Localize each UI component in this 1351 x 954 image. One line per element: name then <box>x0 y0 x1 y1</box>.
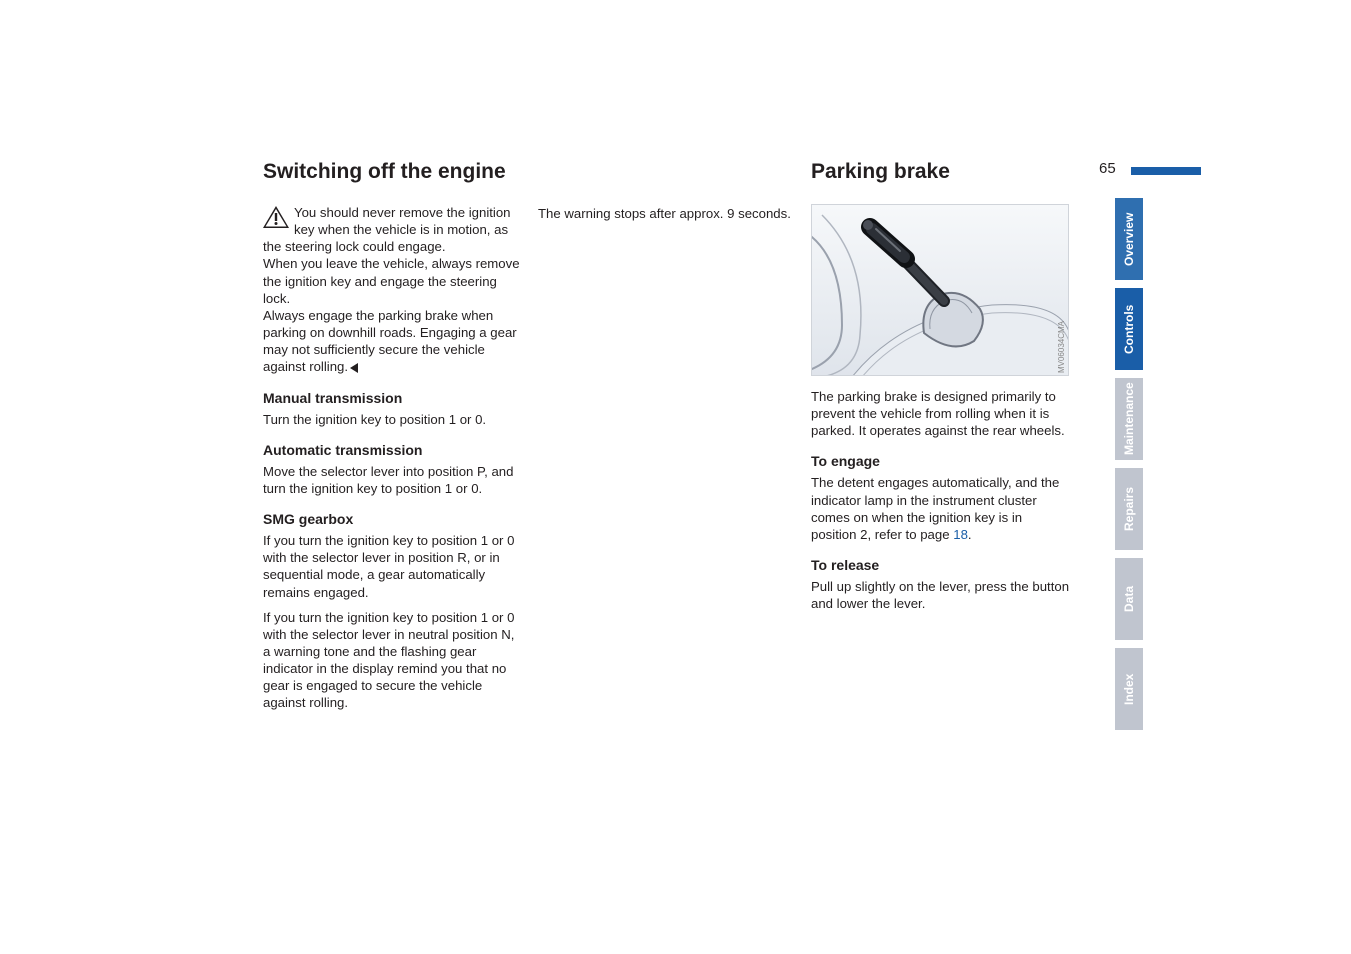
text-to-release: Pull up slightly on the lever, press the… <box>811 578 1071 612</box>
heading-smg-gearbox: SMG gearbox <box>263 511 523 527</box>
text-smg-1: If you turn the ignition key to position… <box>263 532 523 601</box>
warning-paragraph: You should never remove the ignition key… <box>263 204 523 376</box>
end-mark-icon <box>350 363 358 373</box>
engage-post-text: . <box>968 527 972 542</box>
tab-controls[interactable]: Controls <box>1115 288 1143 370</box>
tab-data[interactable]: Data <box>1115 558 1143 640</box>
heading-manual-transmission: Manual transmission <box>263 390 523 406</box>
text-continuation: The warning stops after approx. 9 second… <box>538 205 798 222</box>
side-tab-nav: Overview Controls Maintenance Repairs Da… <box>1115 198 1143 738</box>
parking-brake-illustration: MV06034CMA <box>811 204 1069 376</box>
text-smg-2: If you turn the ignition key to position… <box>263 609 523 712</box>
section-title-switching-off: Switching off the engine <box>263 160 523 184</box>
heading-automatic-transmission: Automatic transmission <box>263 442 523 458</box>
text-manual-transmission: Turn the ignition key to position 1 or 0… <box>263 411 523 428</box>
page-link-18[interactable]: 18 <box>953 527 968 542</box>
page-header-bar <box>1131 167 1201 175</box>
tab-maintenance[interactable]: Maintenance <box>1115 378 1143 460</box>
tab-overview[interactable]: Overview <box>1115 198 1143 280</box>
figure-id-label: MV06034CMA <box>1057 321 1066 373</box>
warning-text: You should never remove the ignition key… <box>263 205 520 374</box>
text-parking-brake-desc: The parking brake is designed primarily … <box>811 388 1071 439</box>
heading-to-release: To release <box>811 557 1071 573</box>
tab-index[interactable]: Index <box>1115 648 1143 730</box>
engage-body-text: The detent engages automatically, and th… <box>811 475 1059 541</box>
section-title-parking-brake: Parking brake <box>811 160 1071 184</box>
tab-repairs[interactable]: Repairs <box>1115 468 1143 550</box>
text-automatic-transmission: Move the selector lever into position P,… <box>263 463 523 497</box>
warning-icon <box>263 206 289 228</box>
page-number: 65 <box>1099 160 1116 177</box>
text-to-engage: The detent engages automatically, and th… <box>811 474 1071 543</box>
heading-to-engage: To engage <box>811 453 1071 469</box>
